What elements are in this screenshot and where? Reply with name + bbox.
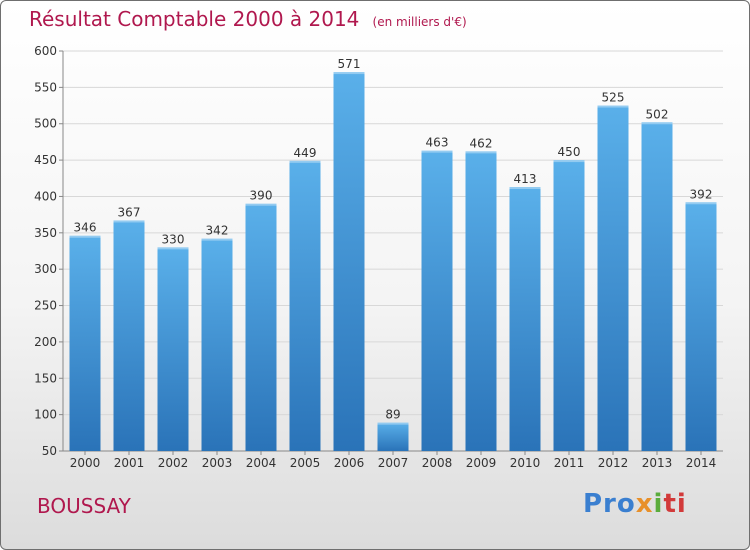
town-name: BOUSSAY: [37, 494, 131, 518]
bar-highlight-2007: [377, 422, 409, 425]
x-tick-label: 2012: [598, 456, 629, 470]
bar-highlight-2004: [245, 203, 277, 206]
x-tick-label: 2006: [334, 456, 365, 470]
x-tick-label: 2004: [246, 456, 277, 470]
bar-highlight-2012: [597, 105, 629, 108]
bar-2010: [509, 187, 541, 451]
value-label: 450: [558, 145, 581, 159]
bar-2003: [201, 238, 233, 451]
bar-2007: [377, 422, 409, 451]
x-tick-label: 2009: [466, 456, 497, 470]
logo-part-4: ti: [663, 489, 687, 519]
y-tick-label: 500: [34, 117, 57, 131]
bar-2008: [421, 150, 453, 452]
value-label: 342: [206, 224, 229, 238]
y-tick-label: 350: [34, 226, 57, 240]
y-tick-label: 300: [34, 262, 57, 276]
chart-subtitle: (en milliers d'€): [372, 15, 467, 29]
value-label: 89: [385, 408, 400, 422]
y-tick-label: 200: [34, 335, 57, 349]
bar-highlight-2005: [289, 160, 321, 163]
bar-highlight-2002: [157, 247, 189, 250]
bar-highlight-2006: [333, 72, 365, 75]
y-tick-label: 250: [34, 299, 57, 313]
logo-part-1: Pro: [583, 489, 636, 519]
chart-title-block: Résultat Comptable 2000 à 2014 (en milli…: [29, 7, 467, 31]
bar-highlight-2003: [201, 238, 233, 241]
y-tick-label: 50: [42, 444, 57, 458]
x-tick-label: 2001: [114, 456, 145, 470]
y-tick-label: 100: [34, 408, 57, 422]
y-tick-label: 400: [34, 189, 57, 203]
x-tick-label: 2005: [290, 456, 321, 470]
y-tick-label: 600: [34, 44, 57, 58]
bar-2014: [685, 202, 717, 451]
value-label: 571: [338, 57, 361, 71]
bar-2002: [157, 247, 189, 451]
logo-part-2: x: [635, 489, 654, 519]
bar-2009: [465, 151, 497, 451]
x-tick-label: 2007: [378, 456, 409, 470]
bar-2000: [69, 235, 101, 451]
bar-2001: [113, 220, 145, 451]
value-labels: 346 367 330 342 390 449 571 89 463 462 413 450 525 50…: [74, 57, 713, 422]
bar-highlight-2013: [641, 122, 673, 125]
bar-highlight-2008: [421, 150, 453, 153]
value-label: 330: [162, 232, 185, 246]
x-tick-label: 2011: [554, 456, 585, 470]
bar-2012: [597, 105, 629, 451]
x-tick-label: 2010: [510, 456, 541, 470]
value-label: 367: [118, 205, 141, 219]
y-tick-label: 550: [34, 80, 57, 94]
bar-highlight-2009: [465, 151, 497, 154]
value-label: 413: [514, 172, 537, 186]
x-tick-label: 2002: [158, 456, 189, 470]
bar-highlight-2001: [113, 220, 145, 223]
x-tick-label: 2000: [70, 456, 101, 470]
bar-highlight-2011: [553, 160, 585, 163]
bar-2013: [641, 122, 673, 451]
value-label: 463: [426, 136, 449, 150]
x-tick-label: 2008: [422, 456, 453, 470]
x-tick-label: 2014: [686, 456, 717, 470]
y-tick-label: 450: [34, 153, 57, 167]
bar-2004: [245, 203, 277, 451]
value-label: 525: [602, 91, 625, 105]
logo-part-3: i: [653, 489, 664, 519]
value-label: 346: [74, 221, 97, 235]
value-label: 390: [250, 189, 273, 203]
value-label: 392: [690, 187, 713, 201]
bar-2005: [289, 160, 321, 451]
chart-title: Résultat Comptable 2000 à 2014: [29, 7, 360, 31]
bar-highlight-2014: [685, 202, 717, 205]
x-tick-label: 2013: [642, 456, 673, 470]
bar-2006: [333, 72, 365, 451]
bars: [69, 72, 717, 452]
value-label: 462: [470, 136, 493, 150]
value-label: 502: [646, 107, 669, 121]
proxiti-logo: Proxiti: [583, 489, 687, 519]
bar-2011: [553, 160, 585, 451]
bar-highlight-2000: [69, 235, 101, 238]
x-tick-label: 2003: [202, 456, 233, 470]
y-tick-label: 150: [34, 371, 57, 385]
bar-highlight-2010: [509, 187, 541, 189]
value-label: 449: [294, 146, 317, 160]
